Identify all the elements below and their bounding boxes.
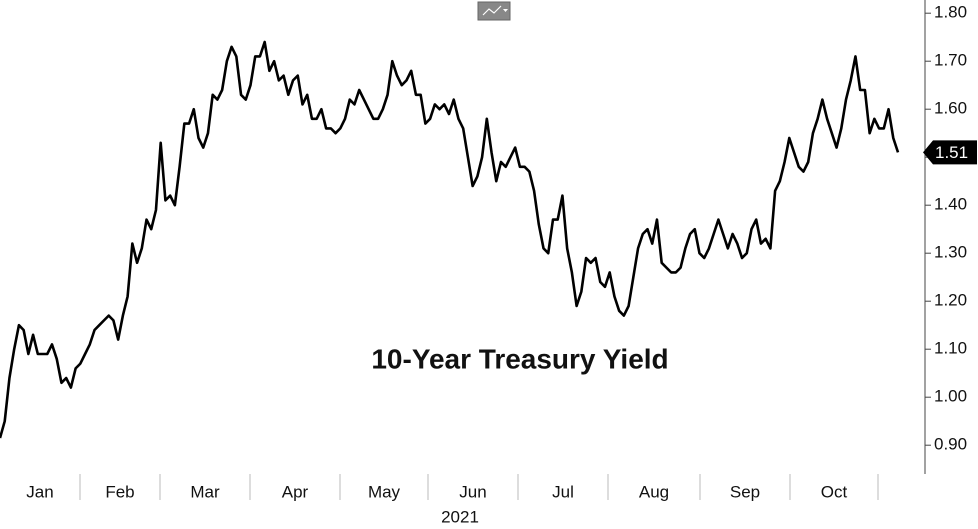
- x-tick-label: May: [368, 482, 401, 501]
- x-tick-label: Apr: [282, 482, 309, 501]
- y-tick-label: 1.80: [934, 3, 967, 22]
- y-tick-label: 1.70: [934, 51, 967, 70]
- y-tick-label: 0.90: [934, 435, 967, 454]
- x-tick-label: Sep: [730, 482, 760, 501]
- x-tick-label: Mar: [190, 482, 220, 501]
- x-tick-label: Jan: [26, 482, 53, 501]
- x-tick-label: Feb: [105, 482, 134, 501]
- last-value-label: 1.51: [935, 143, 968, 162]
- x-tick-label: Jun: [459, 482, 486, 501]
- button-icon: [482, 5, 502, 16]
- yield-line: [0, 40, 900, 439]
- y-tick-label: 1.40: [934, 195, 967, 214]
- y-tick-label: 1.10: [934, 339, 967, 358]
- chart-type-button[interactable]: [477, 1, 511, 21]
- y-tick-label: 1.60: [934, 99, 967, 118]
- y-tick-label: 1.30: [934, 243, 967, 262]
- x-axis-label: 2021: [441, 507, 479, 526]
- x-tick-label: Jul: [552, 482, 574, 501]
- x-tick-label: Aug: [639, 482, 669, 501]
- y-tick-label: 1.00: [934, 387, 967, 406]
- button-box[interactable]: [477, 1, 511, 21]
- y-tick-label: 1.20: [934, 291, 967, 310]
- x-tick-label: Oct: [821, 482, 848, 501]
- last-value-tag: [923, 140, 977, 165]
- button-caret: [503, 9, 508, 12]
- chart-title: 10-Year Treasury Yield: [371, 343, 668, 374]
